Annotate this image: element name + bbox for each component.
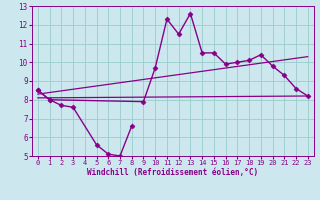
X-axis label: Windchill (Refroidissement éolien,°C): Windchill (Refroidissement éolien,°C) <box>87 168 258 177</box>
